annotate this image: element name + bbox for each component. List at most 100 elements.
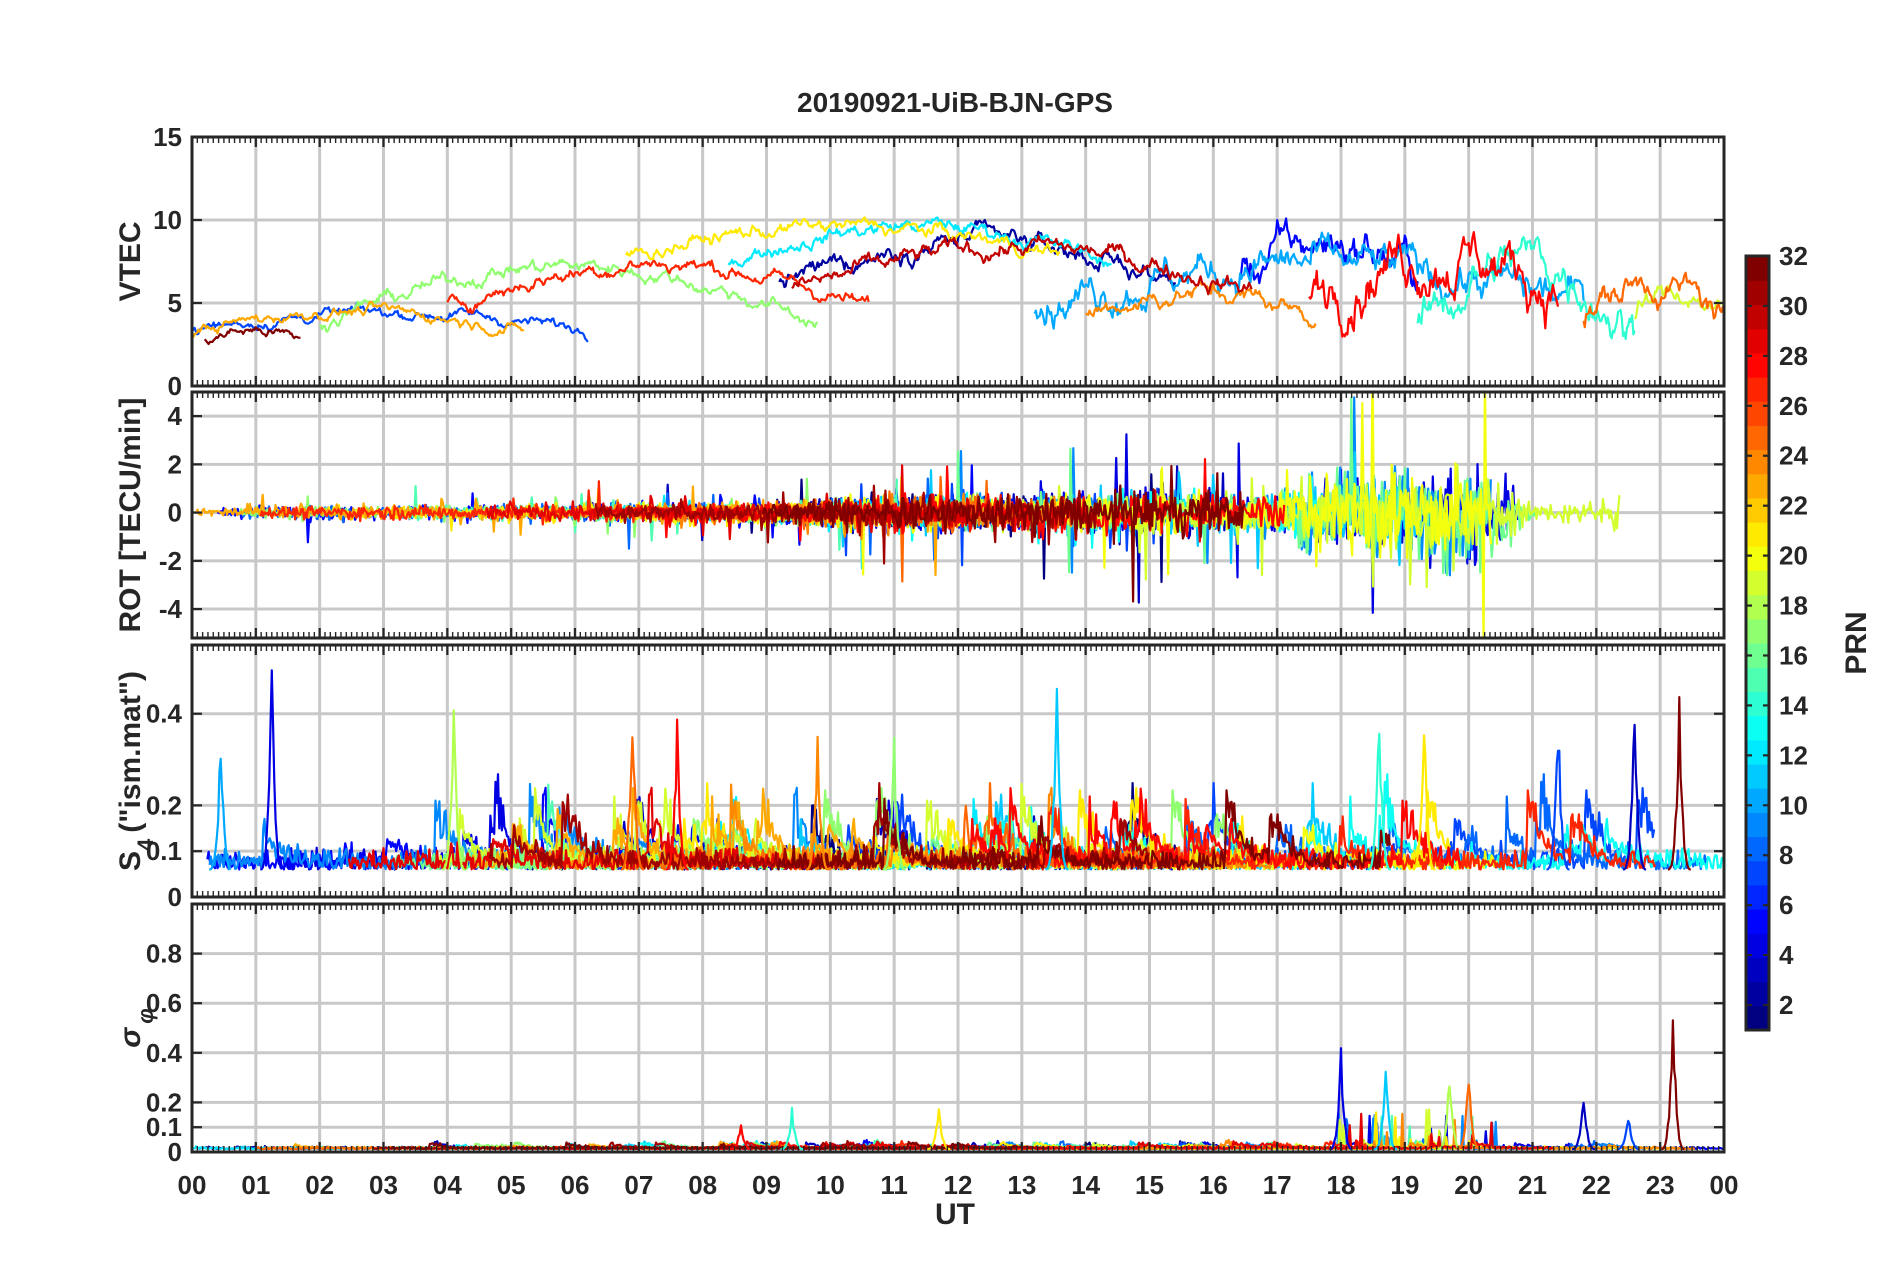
series-line-prn-17 bbox=[318, 258, 819, 333]
colorbar-tick-label: 12 bbox=[1779, 740, 1808, 770]
colorbar-frame bbox=[1744, 254, 1771, 1032]
series-line-prn-12 bbox=[727, 216, 1112, 268]
x-tick-label: 12 bbox=[944, 1170, 973, 1200]
colorbar-tick-label: 6 bbox=[1779, 890, 1793, 920]
series-line-prn-28 bbox=[665, 718, 689, 871]
colorbar-tick-label: 16 bbox=[1779, 640, 1808, 670]
x-tick-label: 04 bbox=[433, 1170, 462, 1200]
colorbar-segment bbox=[1746, 909, 1769, 934]
colorbar-tick-label: 14 bbox=[1779, 690, 1808, 720]
series-line-prn-17 bbox=[882, 736, 906, 871]
colorbar-tick-label: 22 bbox=[1779, 491, 1808, 521]
x-tick-label: 09 bbox=[752, 1170, 781, 1200]
series-line-prn-14 bbox=[1367, 732, 1391, 871]
colorbar-segment bbox=[1746, 788, 1769, 813]
x-tick-label: 00 bbox=[1710, 1170, 1739, 1200]
series-line-prn-25 bbox=[620, 736, 645, 871]
x-tick-label: 23 bbox=[1646, 1170, 1675, 1200]
y-tick-label: 4 bbox=[168, 401, 183, 431]
x-tick-label: 00 bbox=[178, 1170, 207, 1200]
x-tick-label: 08 bbox=[688, 1170, 717, 1200]
colorbar-segment bbox=[1746, 812, 1769, 838]
series-line-prn-27 bbox=[259, 480, 688, 526]
y-tick-label: 0.1 bbox=[146, 836, 182, 866]
colorbar-segment bbox=[1746, 933, 1769, 959]
colorbar-segment bbox=[1746, 328, 1769, 354]
y-tick-label: -2 bbox=[159, 546, 182, 576]
x-tick-label: 19 bbox=[1390, 1170, 1419, 1200]
y-axis-label-rot: ROT [TECU/min] bbox=[114, 398, 147, 633]
series-line-prn-32 bbox=[1667, 696, 1691, 871]
x-tick-label: 06 bbox=[561, 1170, 590, 1200]
series-line-prn-2 bbox=[778, 218, 1177, 289]
x-tick-label: 01 bbox=[241, 1170, 270, 1200]
series-line-prn-32 bbox=[776, 789, 1391, 871]
series-group bbox=[195, 392, 1621, 638]
x-tick-label: 13 bbox=[1007, 1170, 1036, 1200]
colorbar-segment bbox=[1746, 884, 1769, 910]
y-tick-label: 15 bbox=[153, 122, 182, 152]
series-line-prn-24 bbox=[1085, 281, 1317, 329]
series-line-prn-21 bbox=[1412, 734, 1436, 871]
x-tick-label: 14 bbox=[1071, 1170, 1100, 1200]
colorbar-tick-label: 18 bbox=[1779, 591, 1808, 621]
chart-title: 20190921-UiB-BJN-GPS bbox=[797, 87, 1113, 118]
colorbar-segment bbox=[1746, 957, 1769, 983]
colorbar-segment bbox=[1746, 1005, 1769, 1031]
colorbar-tick-label: 20 bbox=[1779, 541, 1808, 571]
colorbar-tick-label: 10 bbox=[1779, 790, 1808, 820]
colorbar-segment bbox=[1746, 352, 1769, 378]
y-tick-label: 0.4 bbox=[146, 699, 183, 729]
y-tick-label: 0.1 bbox=[146, 1112, 182, 1142]
colorbar-segment bbox=[1746, 739, 1769, 765]
x-tick-label: 07 bbox=[624, 1170, 653, 1200]
y-tick-label: 0 bbox=[168, 1137, 182, 1167]
colorbar-segment bbox=[1746, 449, 1769, 475]
series-group bbox=[192, 216, 1724, 346]
colorbar-tick-label: 2 bbox=[1779, 990, 1793, 1020]
y-axis-label-sigma_phi: σφ bbox=[114, 1008, 158, 1047]
panel-frame bbox=[190, 902, 1726, 1154]
colorbar-segment bbox=[1746, 546, 1769, 572]
colorbar-tick-label: 4 bbox=[1779, 940, 1794, 970]
series-line-prn-7 bbox=[1616, 1119, 1640, 1151]
x-tick-label: 21 bbox=[1518, 1170, 1547, 1200]
colorbar-segment bbox=[1746, 425, 1769, 451]
x-tick-label: 03 bbox=[369, 1170, 398, 1200]
series-line-prn-30 bbox=[791, 234, 1253, 296]
x-tick-label: 18 bbox=[1327, 1170, 1356, 1200]
series-line-prn-3 bbox=[1622, 723, 1647, 871]
colorbar-tick-label: 32 bbox=[1779, 241, 1808, 271]
series-group bbox=[206, 669, 1724, 871]
panel-frame bbox=[190, 390, 1726, 640]
series-line-prn-32 bbox=[1661, 1019, 1685, 1151]
series-line-prn-4 bbox=[260, 669, 283, 871]
series-line-prn-23 bbox=[192, 300, 525, 338]
colorbar-tick-label: 28 bbox=[1779, 341, 1808, 371]
colorbar-segment bbox=[1746, 836, 1769, 862]
y-tick-label: 0.2 bbox=[146, 790, 182, 820]
y-tick-label: 10 bbox=[153, 205, 182, 235]
x-tick-label: 05 bbox=[497, 1170, 526, 1200]
colorbar-segment bbox=[1746, 473, 1769, 499]
panel-sigma_phi: 00.10.2 0.4 0.6 0.8 σφ bbox=[114, 902, 1726, 1167]
colorbar-segment bbox=[1746, 401, 1769, 426]
colorbar-segment bbox=[1746, 667, 1769, 692]
series-line-prn-14 bbox=[1416, 236, 1636, 341]
series-line-prn-25 bbox=[1457, 1083, 1481, 1151]
x-tick-label: 22 bbox=[1582, 1170, 1611, 1200]
panel-frame bbox=[190, 135, 1726, 388]
colorbar-segment bbox=[1746, 860, 1769, 886]
series-line-prn-18 bbox=[442, 709, 466, 871]
series-line-prn-28 bbox=[729, 1124, 753, 1151]
colorbar-segment bbox=[1746, 763, 1769, 789]
y-tick-label: -4 bbox=[159, 594, 183, 624]
y-tick-label: 0 bbox=[168, 882, 182, 912]
x-tick-label: 20 bbox=[1454, 1170, 1483, 1200]
y-tick-label: 0 bbox=[168, 371, 182, 401]
series-line-prn-21 bbox=[625, 216, 1061, 261]
x-tick-label: 17 bbox=[1263, 1170, 1292, 1200]
